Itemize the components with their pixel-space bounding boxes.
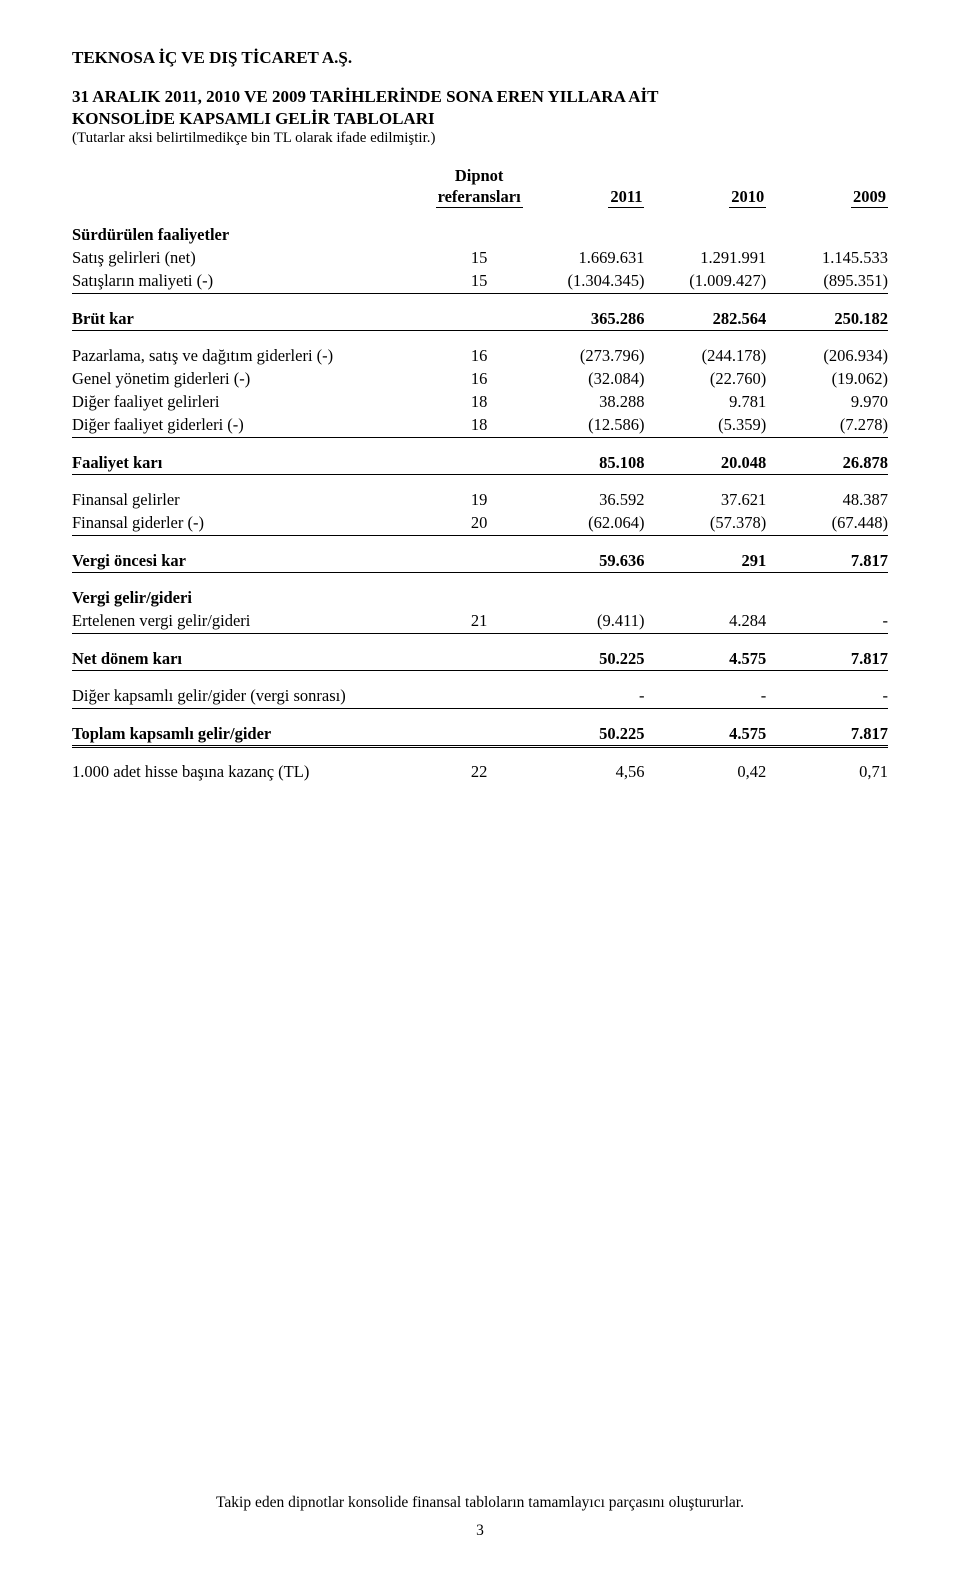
row-gross-profit: Brüt kar 365.286 282.564 250.182 (72, 307, 888, 331)
row-financial-expense: Finansal giderler (-) 20 (62.064) (57.37… (72, 512, 888, 536)
col-header-2009: 2009 (766, 165, 888, 210)
company-name: TEKNOSA İÇ VE DIŞ TİCARET A.Ş. (72, 48, 888, 68)
row-other-comprehensive: Diğer kapsamlı gelir/gider (vergi sonras… (72, 685, 888, 709)
row-deferred-tax: Ertelenen vergi gelir/gideri 21 (9.411) … (72, 610, 888, 634)
page-number: 3 (0, 1522, 960, 1540)
income-statement-table: Dipnot referansları 2011 2010 2009 Sürdü… (72, 165, 888, 784)
col-header-2011: 2011 (523, 165, 645, 210)
row-other-op-income: Diğer faaliyet gelirleri 18 38.288 9.781… (72, 391, 888, 414)
row-marketing-exp: Pazarlama, satış ve dağıtım giderleri (-… (72, 345, 888, 368)
report-title-line1: 31 ARALIK 2011, 2010 VE 2009 TARİHLERİND… (72, 86, 888, 108)
col-header-note: Dipnot referansları (436, 165, 523, 210)
report-subtitle: (Tutarlar aksi belirtilmedikçe bin TL ol… (72, 130, 888, 147)
row-total-comprehensive: Toplam kapsamlı gelir/gider 50.225 4.575… (72, 722, 888, 747)
row-net-profit: Net dönem karı 50.225 4.575 7.817 (72, 647, 888, 671)
col-header-2010: 2010 (644, 165, 766, 210)
section-sustained-ops: Sürdürülen faaliyetler (72, 224, 888, 247)
row-sales-revenue: Satış gelirleri (net) 15 1.669.631 1.291… (72, 247, 888, 270)
footer-note: Takip eden dipnotlar konsolide finansal … (0, 1494, 960, 1512)
section-tax: Vergi gelir/gideri (72, 587, 888, 610)
row-eps: 1.000 adet hisse başına kazanç (TL) 22 4… (72, 761, 888, 784)
row-cogs: Satışların maliyeti (-) 15 (1.304.345) (… (72, 270, 888, 294)
row-operating-profit: Faaliyet karı 85.108 20.048 26.878 (72, 451, 888, 475)
row-admin-exp: Genel yönetim giderleri (-) 16 (32.084) … (72, 368, 888, 391)
row-financial-income: Finansal gelirler 19 36.592 37.621 48.38… (72, 489, 888, 512)
row-pretax-profit: Vergi öncesi kar 59.636 291 7.817 (72, 549, 888, 573)
row-other-op-exp: Diğer faaliyet giderleri (-) 18 (12.586)… (72, 414, 888, 438)
report-title-line2: KONSOLİDE KAPSAMLI GELİR TABLOLARI (72, 108, 888, 130)
